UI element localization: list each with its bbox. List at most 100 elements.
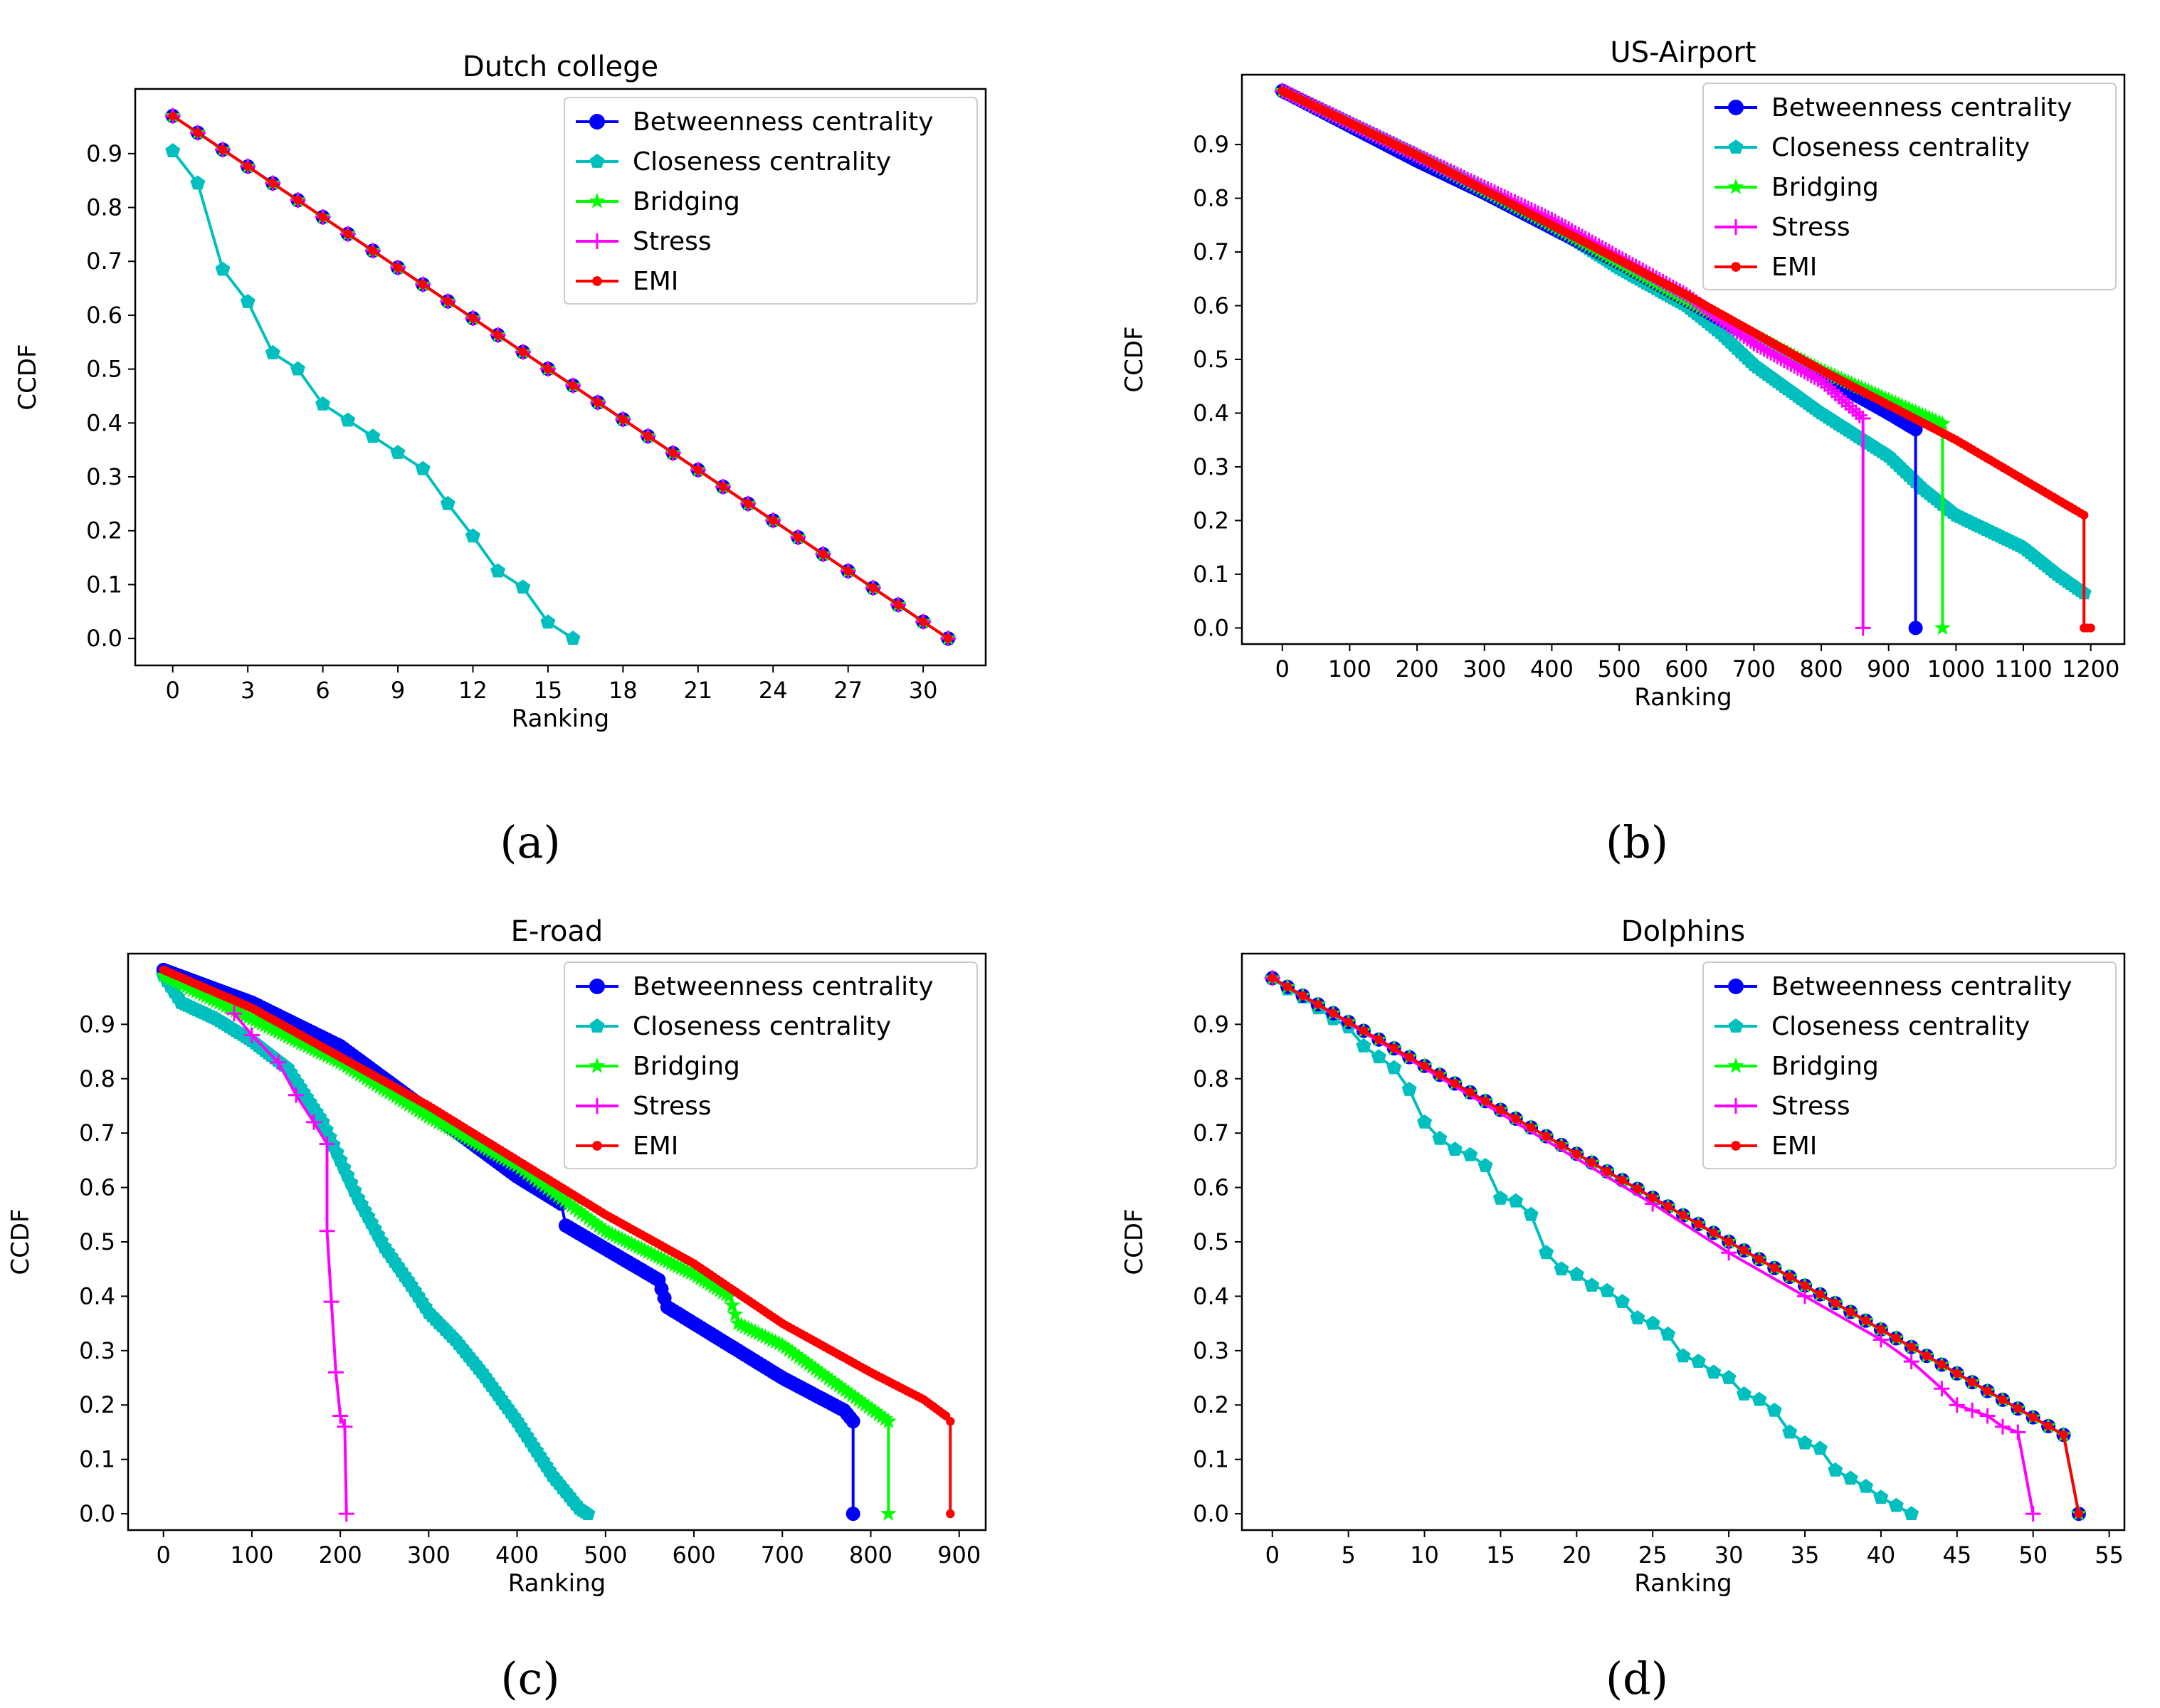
- data-point: [1356, 1038, 1371, 1053]
- legend-item: Betweenness centrality: [1714, 972, 2072, 1001]
- x-tick-label: 300: [407, 1541, 451, 1569]
- data-point: [857, 1396, 874, 1412]
- legend-item: EMI: [576, 1132, 678, 1161]
- x-tick-label: 1000: [1927, 655, 1985, 682]
- panel-caption: (a): [500, 816, 560, 868]
- legend-label: Bridging: [1771, 173, 1879, 202]
- x-tick-label: 0: [1265, 1541, 1280, 1569]
- data-point: [546, 1184, 563, 1201]
- x-tick-label: 45: [1942, 1541, 1971, 1569]
- data-point: [1706, 1364, 1722, 1379]
- data-point: [781, 1341, 798, 1357]
- data-point: [863, 1401, 880, 1417]
- data-point: [1979, 1408, 1996, 1424]
- data-point: [368, 246, 378, 255]
- data-point: [1675, 1348, 1691, 1363]
- data-point: [1371, 1049, 1386, 1064]
- data-point: [1633, 1184, 1643, 1193]
- data-point: [1630, 1310, 1645, 1324]
- x-tick-label: 100: [230, 1541, 273, 1569]
- data-point: [335, 1055, 352, 1072]
- plot-area: [155, 962, 955, 1522]
- y-tick-label: 0.0: [79, 1500, 115, 1527]
- data-point: [1830, 1298, 1840, 1308]
- legend-item: Betweenness centrality: [576, 972, 934, 1001]
- data-point: [401, 1096, 418, 1112]
- data-point: [305, 1114, 322, 1130]
- data-point: [518, 347, 527, 357]
- legend-marker: [1731, 262, 1741, 272]
- data-point: [190, 175, 206, 190]
- y-tick-label: 0.4: [86, 409, 122, 436]
- data-point: [867, 1403, 884, 1419]
- data-point: [394, 1092, 411, 1108]
- data-point: [1754, 1255, 1764, 1264]
- legend-marker: [1728, 219, 1744, 235]
- x-axis-label: Ranking: [1634, 683, 1732, 712]
- y-tick-label: 0.6: [86, 302, 122, 329]
- data-point: [1465, 1087, 1475, 1097]
- data-point: [1934, 619, 1951, 636]
- x-tick-label: 300: [1463, 655, 1506, 682]
- x-tick-label: 15: [1486, 1541, 1515, 1569]
- data-point: [536, 1177, 553, 1193]
- data-point: [1789, 359, 1806, 376]
- x-axis-label: Ranking: [508, 1569, 606, 1598]
- legend-label: Closeness centrality: [1771, 133, 2030, 162]
- x-tick-label: 27: [833, 677, 863, 704]
- data-point: [563, 1197, 580, 1213]
- data-point: [580, 1210, 597, 1225]
- y-tick-label: 0.1: [1193, 1446, 1229, 1473]
- data-point: [693, 465, 702, 475]
- y-tick-label: 0.3: [79, 1337, 115, 1364]
- data-point: [1739, 1245, 1749, 1255]
- data-point: [1420, 1061, 1429, 1071]
- data-point: [843, 566, 853, 576]
- data-point: [944, 633, 953, 643]
- legend-marker: [1727, 1057, 1744, 1073]
- legend-box: [564, 961, 978, 1169]
- x-tick-label: 400: [495, 1541, 539, 1569]
- x-tick-label: 0: [1275, 655, 1290, 682]
- data-point: [1648, 1193, 1658, 1203]
- y-tick-label: 0.5: [79, 1228, 115, 1255]
- data-point: [1785, 1272, 1794, 1282]
- legend-box: [1702, 961, 2117, 1169]
- data-point: [1876, 1324, 1886, 1334]
- data-point: [193, 128, 203, 137]
- data-point: [1645, 1315, 1660, 1330]
- x-tick-label: 800: [1800, 655, 1843, 682]
- data-point: [843, 1386, 860, 1403]
- data-point: [268, 179, 278, 188]
- chart-title: E-road: [511, 915, 604, 948]
- y-tick-label: 0.3: [86, 463, 122, 490]
- x-tick-label: 900: [1867, 655, 1910, 682]
- legend-label: EMI: [1771, 253, 1817, 282]
- data-point: [515, 579, 531, 594]
- legend-marker: [592, 276, 602, 286]
- data-point: [1447, 1142, 1463, 1156]
- y-tick-label: 0.9: [79, 1011, 115, 1038]
- legend-label: Bridging: [633, 187, 740, 216]
- x-tick-label: 200: [1396, 655, 1439, 682]
- data-point: [791, 1348, 808, 1364]
- data-point: [1763, 344, 1779, 361]
- legend-label: Betweenness centrality: [1771, 93, 2072, 122]
- legend-label: Bridging: [633, 1052, 740, 1081]
- data-point: [695, 1272, 712, 1287]
- data-point: [1298, 991, 1307, 1001]
- legend-marker: [1731, 1141, 1741, 1151]
- data-point: [2010, 1424, 2026, 1440]
- data-point: [378, 1082, 395, 1098]
- data-point: [543, 364, 553, 374]
- data-point: [946, 1509, 955, 1519]
- data-point: [590, 1217, 607, 1233]
- series-closeness-centrality: [165, 143, 581, 645]
- legend-label: Bridging: [1771, 1052, 1879, 1081]
- data-point: [1766, 1402, 1782, 1417]
- data-point: [1401, 1082, 1417, 1096]
- legend-box: [1702, 83, 2117, 290]
- data-point: [407, 1100, 424, 1116]
- x-tick-label: 100: [1328, 655, 1371, 682]
- data-point: [1851, 407, 1867, 423]
